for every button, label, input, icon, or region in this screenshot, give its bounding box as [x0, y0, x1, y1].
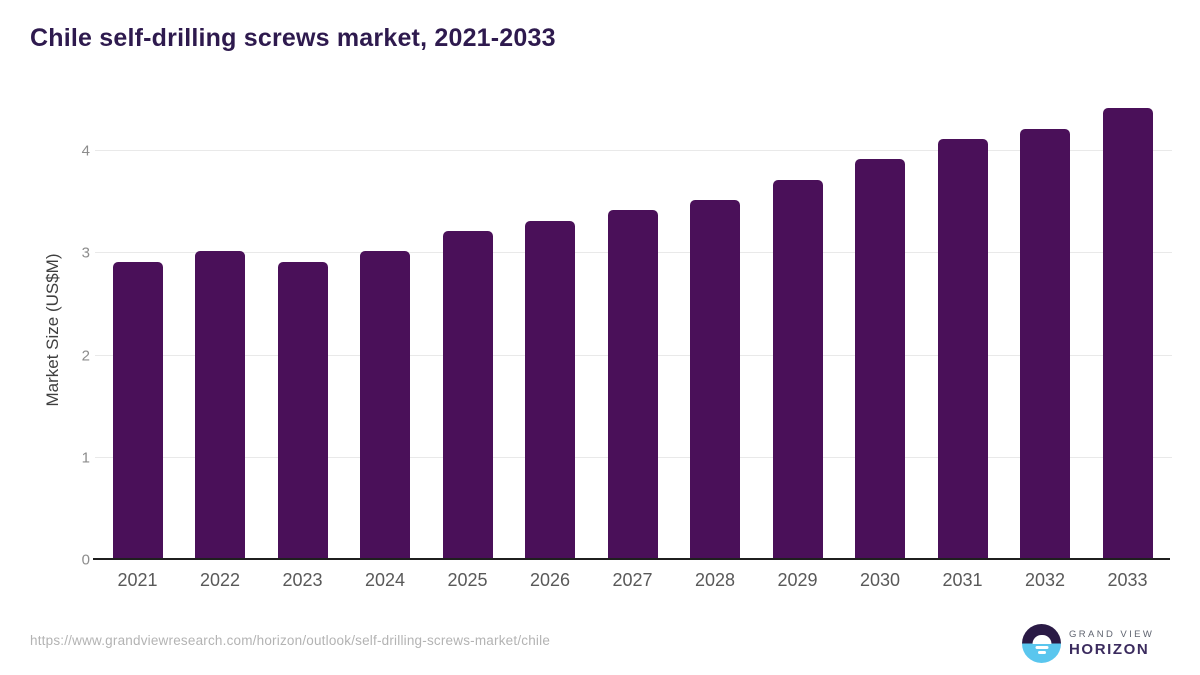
x-tick-label-2027: 2027	[612, 570, 653, 590]
x-tick-label-2029: 2029	[777, 570, 818, 590]
bar-2027	[607, 210, 658, 558]
logo-text: GRAND VIEW HORIZON	[1069, 630, 1154, 658]
x-tick-label-2031: 2031	[942, 570, 983, 590]
x-tick-label-2022: 2022	[199, 570, 241, 590]
x-tick-label-2028: 2028	[694, 570, 736, 590]
x-tick-label-2030: 2030	[859, 570, 901, 590]
y-tick-label-4: 4	[81, 142, 90, 160]
bar-2031	[937, 138, 988, 558]
x-axis-line	[93, 558, 1170, 560]
x-tick-label-2032: 2032	[1024, 570, 1066, 590]
source-url: https://www.grandviewresearch.com/horizo…	[30, 633, 551, 648]
x-tick-label-2025: 2025	[447, 570, 488, 590]
y-axis-tick-labels: 0 1 2 3 4	[50, 99, 90, 569]
y-tick-label-1: 1	[81, 449, 90, 467]
y-tick-label-0: 0	[81, 551, 90, 569]
y-tick-label-2: 2	[81, 347, 90, 365]
x-tick-label-2033: 2033	[1107, 570, 1148, 590]
logo-brand-name: GRAND VIEW	[1069, 628, 1155, 640]
x-tick-label-2024: 2024	[364, 570, 406, 590]
bar-2032	[1020, 128, 1070, 558]
x-tick-label-2026: 2026	[529, 570, 571, 590]
y-tick-label-3: 3	[81, 244, 90, 262]
x-tick-label-2023: 2023	[282, 570, 323, 590]
grand-view-horizon-logo: GRAND VIEW HORIZON	[1022, 624, 1154, 663]
x-tick-label-2021: 2021	[117, 570, 158, 590]
bar-2023	[277, 261, 328, 558]
bar-2030	[855, 159, 905, 558]
bar-2025	[442, 230, 493, 558]
horizon-sun-icon	[1022, 624, 1061, 663]
bar-2026	[525, 220, 575, 558]
logo-product-name: HORIZON	[1069, 641, 1150, 659]
plot-area	[93, 99, 1172, 560]
bar-2029	[772, 179, 823, 558]
bar-2022	[195, 251, 245, 558]
bar-2028	[690, 200, 740, 558]
chart-title: Chile self-drilling screws market, 2021-…	[30, 24, 556, 52]
gridline-y-4	[95, 150, 1172, 152]
bar-2033	[1102, 108, 1153, 558]
bar-2024	[360, 251, 410, 558]
bar-2021	[112, 261, 163, 558]
